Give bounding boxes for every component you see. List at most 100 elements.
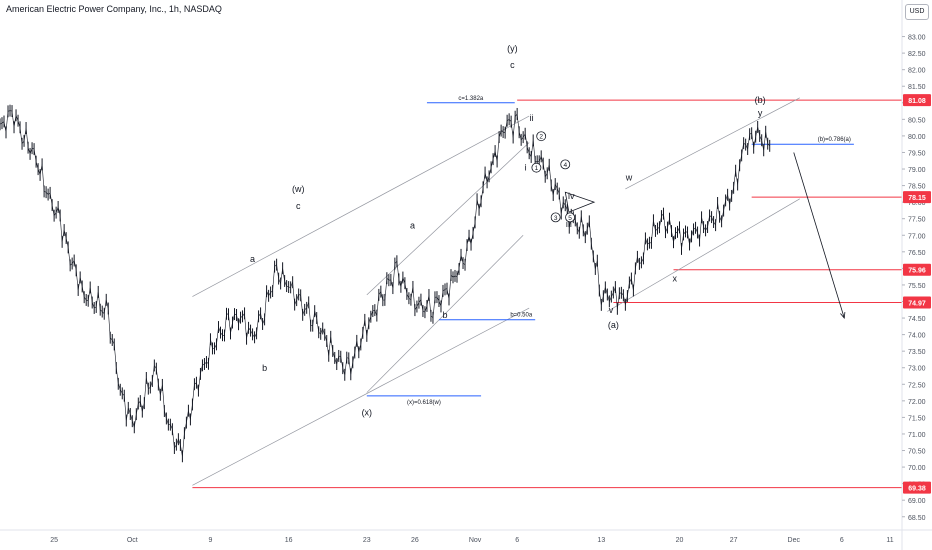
y-tick-label: 76.50 bbox=[908, 250, 926, 257]
x-tick-label: 25 bbox=[50, 537, 58, 544]
x-tick-label: 23 bbox=[363, 537, 371, 544]
chart-title: American Electric Power Company, Inc., 1… bbox=[6, 4, 222, 14]
y-tick-label: 72.50 bbox=[908, 382, 926, 389]
y-tick-label: 77.00 bbox=[908, 233, 926, 240]
y-tick-label: 71.00 bbox=[908, 432, 926, 439]
level-badge bbox=[903, 191, 931, 204]
trend-lines bbox=[192, 97, 846, 486]
wave-label: (w) bbox=[292, 184, 305, 194]
y-tick-label: 69.00 bbox=[908, 498, 926, 505]
price-series bbox=[0, 104, 771, 463]
wave-label: 2 bbox=[539, 134, 543, 141]
y-tick-label: 70.00 bbox=[908, 465, 926, 472]
y-tick-label: 77.50 bbox=[908, 217, 926, 224]
x-tick-label: 11 bbox=[886, 537, 893, 544]
y-tick-label: 74.00 bbox=[908, 333, 926, 340]
y-tick-label: 72.00 bbox=[908, 399, 926, 406]
level-badge-label: 69.38 bbox=[908, 486, 926, 493]
y-tick-label: 74.50 bbox=[908, 316, 926, 323]
trend-line bbox=[607, 198, 800, 312]
trend-line bbox=[192, 307, 530, 486]
wave-label: v bbox=[609, 305, 614, 315]
y-tick-label: 79.00 bbox=[908, 167, 926, 174]
wave-label: (y) bbox=[507, 43, 518, 53]
projection-arrow bbox=[793, 152, 845, 319]
y-tick-label: 73.00 bbox=[908, 366, 926, 373]
projection-arrow-head bbox=[840, 312, 846, 320]
wave-label: c bbox=[510, 60, 515, 70]
x-tick-label: Dec bbox=[788, 537, 801, 544]
trend-line bbox=[366, 235, 524, 393]
x-tick-label: 27 bbox=[730, 537, 738, 544]
trend-line bbox=[366, 142, 530, 296]
y-tick-label: 83.00 bbox=[908, 35, 926, 42]
y-tick-label: 81.50 bbox=[908, 84, 926, 91]
price-line bbox=[0, 110, 770, 457]
y-tick-label: 75.50 bbox=[908, 283, 926, 290]
currency-button[interactable]: USD bbox=[905, 4, 929, 20]
level-badge-label: 74.97 bbox=[908, 300, 926, 307]
wave-label: ii bbox=[530, 113, 534, 123]
wave-label: (x) bbox=[362, 408, 373, 418]
wave-label: b bbox=[442, 310, 447, 320]
y-tick-label: 78.50 bbox=[908, 184, 926, 191]
level-badges: 81.08 78.15 75.96 74.97 69.38 bbox=[903, 94, 931, 494]
y-tick-label: 70.50 bbox=[908, 449, 926, 456]
trend-line bbox=[625, 97, 800, 190]
y-tick-label: 73.50 bbox=[908, 349, 926, 356]
x-tick-label: 6 bbox=[840, 537, 844, 544]
level-badge bbox=[903, 296, 931, 309]
wave-label-circle bbox=[550, 212, 561, 223]
wave-label: 3 bbox=[554, 215, 558, 222]
x-tick-label: 6 bbox=[515, 537, 519, 544]
wave-label: a bbox=[250, 254, 255, 264]
wave-label: a bbox=[410, 221, 415, 231]
wave-label: (b) bbox=[755, 95, 766, 105]
trend-line bbox=[192, 115, 530, 297]
wave-label: b bbox=[262, 363, 267, 373]
triangle-pattern bbox=[564, 191, 596, 213]
y-tick-label: 68.50 bbox=[908, 515, 926, 522]
x-tick-label: 26 bbox=[411, 537, 419, 544]
horizontal-levels bbox=[192, 99, 902, 489]
x-tick-label: Oct bbox=[127, 537, 138, 544]
x-tick-label: 20 bbox=[676, 537, 684, 544]
wave-label: i bbox=[525, 163, 527, 173]
wave-label: 4 bbox=[563, 162, 567, 169]
y-tick-label: 71.50 bbox=[908, 415, 926, 422]
fib-level-label: (x)=0.618(w) bbox=[407, 400, 441, 406]
wave-label: iii bbox=[566, 219, 572, 229]
wave-label-circle bbox=[531, 162, 542, 173]
y-tick-label: 80.50 bbox=[908, 117, 926, 124]
level-badge bbox=[903, 94, 931, 107]
y-tick-label: 79.50 bbox=[908, 150, 926, 157]
wave-label: c bbox=[296, 201, 301, 211]
wave-label-circle bbox=[536, 131, 547, 142]
level-badge-label: 81.08 bbox=[908, 98, 926, 105]
wave-label: w bbox=[625, 173, 633, 183]
fib-level-label: c=1.382a bbox=[458, 96, 484, 102]
wave-label-circle bbox=[560, 159, 571, 170]
level-badge bbox=[903, 481, 931, 494]
y-tick-label: 82.00 bbox=[908, 68, 926, 75]
fib-level-label: b=0.50a bbox=[510, 313, 533, 319]
wave-label: 5 bbox=[568, 215, 572, 222]
level-badge-label: 78.15 bbox=[908, 195, 926, 202]
y-tick-label: 78.00 bbox=[908, 200, 926, 207]
level-badge bbox=[903, 263, 931, 276]
x-axis: 25 Oct 9 16 23 26 Nov 6 13 20 27 Dec 6 11 bbox=[0, 529, 932, 544]
wave-label: 1 bbox=[535, 165, 539, 172]
x-tick-label: 9 bbox=[209, 537, 213, 544]
wave-label-circle bbox=[565, 212, 575, 223]
y-tick-label: 80.00 bbox=[908, 134, 926, 141]
x-tick-label: 13 bbox=[597, 537, 605, 544]
x-tick-label: Nov bbox=[469, 537, 482, 544]
fib-level-label: (b)=0.786(a) bbox=[818, 137, 851, 143]
fib-levels: c=1.382a b=0.50a (x)=0.618(w) (b)=0.786(a) bbox=[366, 96, 854, 406]
wave-label: y bbox=[758, 108, 763, 118]
y-tick-label: 82.50 bbox=[908, 51, 926, 58]
level-badge-label: 75.96 bbox=[908, 268, 926, 275]
